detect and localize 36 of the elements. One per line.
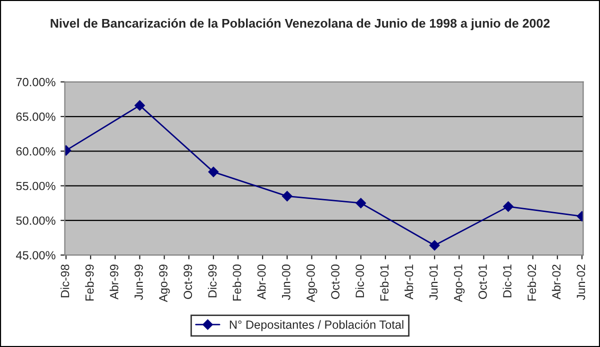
x-tick-label: Jun-02	[576, 264, 586, 300]
x-tick-label: Abr-00	[257, 264, 266, 300]
point	[282, 191, 292, 202]
point	[429, 240, 440, 250]
x-tick-label: Feb-02	[527, 264, 536, 301]
x-tick-label: Ago-01	[454, 264, 465, 302]
point	[134, 100, 145, 111]
x-tick-label: Feb-01	[380, 264, 389, 301]
x-tick-label: Oct-00	[331, 264, 340, 299]
x-tick-label: Dic-98	[60, 264, 70, 298]
point	[208, 166, 219, 178]
y-tick-label: 50.00%	[16, 216, 56, 225]
x-tick-label: Jun-99	[134, 264, 143, 300]
x-tick-label: Jun-01	[429, 264, 438, 300]
x-tick-label: Abr-02	[552, 264, 561, 300]
chart-title: Nivel de Bancarización de la Población Venezolana de Junio de 1998 a junio de 2002	[50, 18, 550, 30]
y-tick-label: 65.00%	[16, 112, 56, 121]
x-tick-label: Dic-01	[502, 264, 512, 298]
x-tick-label: Ago-99	[159, 264, 170, 302]
x-tick-label: Dic-00	[355, 264, 364, 298]
y-tick-label: 70.00%	[16, 78, 56, 86]
y-tick-label: 60.00%	[16, 147, 56, 156]
x-tick-label: Oct-01	[478, 264, 487, 299]
x-tick-label: Ago-00	[306, 264, 318, 302]
point	[356, 198, 366, 208]
x-tick-label: Jun-00	[282, 264, 290, 300]
x-tick-label: Dic-99	[208, 264, 217, 298]
x-tick-label: Abr-01	[404, 264, 414, 300]
x-tick-label: Oct-99	[184, 264, 192, 299]
y-tick-label: 45.00%	[16, 251, 56, 260]
legend-label: N° Depositantes / Población Total	[230, 320, 404, 332]
x-tick-label: Abr-99	[110, 264, 118, 300]
point	[503, 201, 514, 212]
x-tick-label: Feb-99	[85, 264, 94, 301]
x-tick-label: Feb-00	[232, 264, 242, 301]
y-tick-label: 55.00%	[16, 182, 56, 190]
